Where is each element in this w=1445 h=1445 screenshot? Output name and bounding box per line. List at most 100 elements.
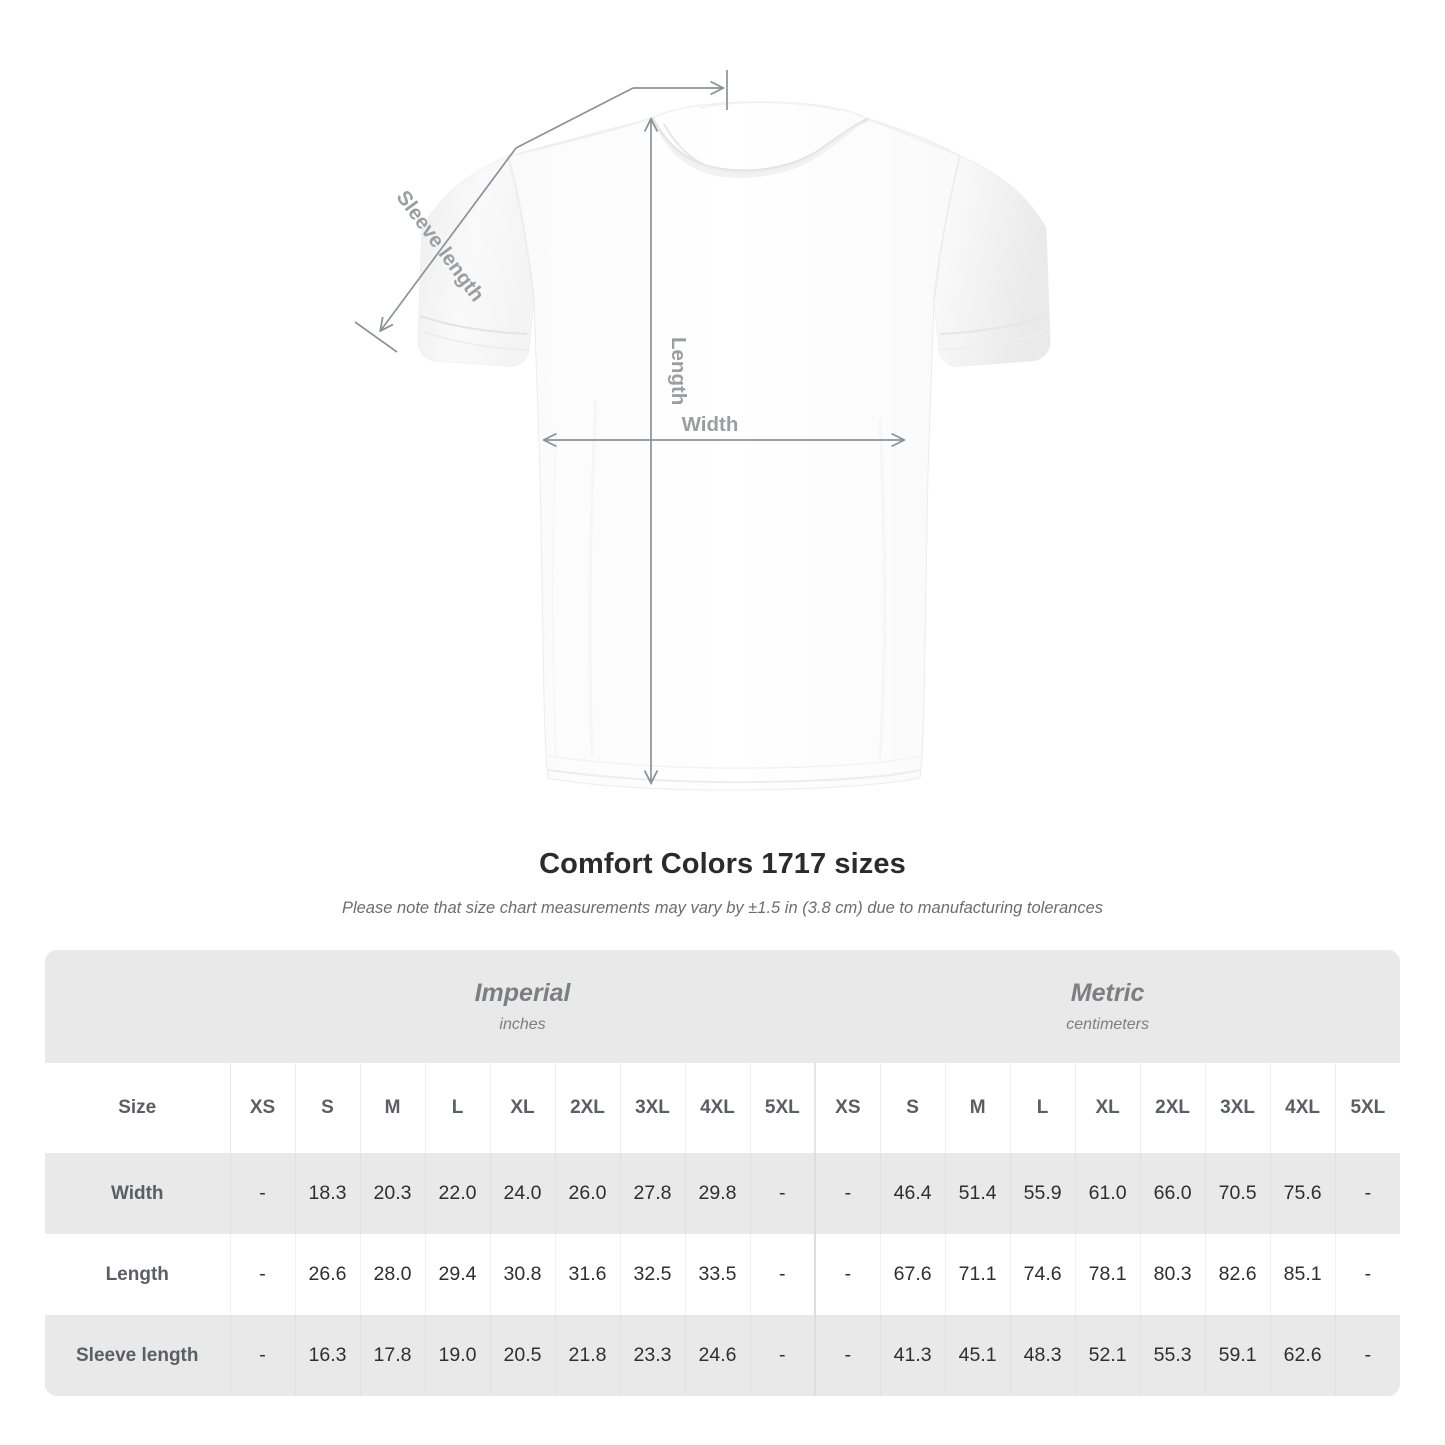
size-header-metric-3xl: 3XL <box>1205 1063 1271 1153</box>
cell-sleeve-length-imperial-m: 17.8 <box>360 1315 426 1396</box>
unit-sub-imperial: inches <box>499 1015 546 1033</box>
unit-header-imperial: Imperial inches <box>230 950 816 1063</box>
size-header-imperial-m: M <box>360 1063 426 1153</box>
unit-name-metric: Metric <box>1070 978 1145 1007</box>
cell-sleeve-length-imperial-4xl: 24.6 <box>685 1315 751 1396</box>
cell-sleeve-length-metric-5xl: - <box>1335 1315 1401 1396</box>
size-header-metric-xl: XL <box>1075 1063 1141 1153</box>
cell-sleeve-length-imperial-xs: - <box>230 1315 296 1396</box>
size-header-imperial-5xl: 5XL <box>750 1063 817 1153</box>
size-header-imperial-xs: XS <box>230 1063 296 1153</box>
table-row: Width -18.3 20.3 22.0 24.0 26.0 27.8 29.8- -46.4… <box>45 1153 1401 1234</box>
cell-width-imperial-m: 20.3 <box>360 1153 426 1234</box>
cell-length-metric-l: 74.6 <box>1010 1234 1076 1315</box>
chart-heading-block: Comfort Colors 1717 sizes Please note th… <box>0 845 1445 919</box>
cell-width-imperial-l: 22.0 <box>425 1153 491 1234</box>
cell-width-imperial-s: 18.3 <box>295 1153 361 1234</box>
size-header-imperial-3xl: 3XL <box>620 1063 686 1153</box>
cell-sleeve-length-metric-xl: 52.1 <box>1075 1315 1141 1396</box>
cell-width-imperial-4xl: 29.8 <box>685 1153 751 1234</box>
size-header-imperial-s: S <box>295 1063 361 1153</box>
cell-width-imperial-3xl: 27.8 <box>620 1153 686 1234</box>
cell-sleeve-length-metric-2xl: 55.3 <box>1140 1315 1206 1396</box>
cell-sleeve-length-imperial-xl: 20.5 <box>490 1315 556 1396</box>
cell-length-imperial-4xl: 33.5 <box>685 1234 751 1315</box>
cell-sleeve-length-metric-3xl: 59.1 <box>1205 1315 1271 1396</box>
cell-sleeve-length-metric-xs: - <box>815 1315 881 1396</box>
cell-width-metric-2xl: 66.0 <box>1140 1153 1206 1234</box>
cell-length-metric-xl: 78.1 <box>1075 1234 1141 1315</box>
tshirt-illustration: Sleeve length Length Width <box>354 70 1051 791</box>
cell-width-metric-xs: - <box>815 1153 881 1234</box>
cell-width-metric-s: 46.4 <box>880 1153 946 1234</box>
size-header-metric-5xl: 5XL <box>1335 1063 1401 1153</box>
cell-sleeve-length-imperial-2xl: 21.8 <box>555 1315 621 1396</box>
cell-width-metric-5xl: - <box>1335 1153 1401 1234</box>
sleeve-length-dimension <box>354 70 728 353</box>
page-title: Comfort Colors 1717 sizes <box>539 848 906 880</box>
size-header-metric-s: S <box>880 1063 946 1153</box>
size-header-metric-2xl: 2XL <box>1140 1063 1206 1153</box>
cell-length-imperial-l: 29.4 <box>425 1234 491 1315</box>
cell-width-metric-l: 55.9 <box>1010 1153 1076 1234</box>
size-header-row: Size XS S M L XL 2XL 3XL 4XL 5XL XS S M L XL 2XL 3XL 4XL 5… <box>45 1063 1401 1153</box>
cell-width-imperial-xs: - <box>230 1153 296 1234</box>
cell-length-metric-m: 71.1 <box>945 1234 1011 1315</box>
cell-length-imperial-5xl: - <box>750 1234 817 1315</box>
unit-header-row: Imperial inches Metric centimeters <box>45 950 1401 1063</box>
cell-width-metric-4xl: 75.6 <box>1270 1153 1336 1234</box>
cell-sleeve-length-metric-4xl: 62.6 <box>1270 1315 1336 1396</box>
unit-sub-metric: centimeters <box>1066 1015 1149 1033</box>
cell-length-imperial-s: 26.6 <box>295 1234 361 1315</box>
row-label-width: Width <box>45 1153 231 1234</box>
size-header-metric-xs: XS <box>815 1063 881 1153</box>
size-header-imperial-4xl: 4XL <box>685 1063 751 1153</box>
cell-width-imperial-xl: 24.0 <box>490 1153 556 1234</box>
width-label: Width <box>682 413 739 436</box>
row-label-length: Length <box>45 1234 231 1315</box>
cell-length-imperial-3xl: 32.5 <box>620 1234 686 1315</box>
size-header-imperial-2xl: 2XL <box>555 1063 621 1153</box>
cell-length-metric-3xl: 82.6 <box>1205 1234 1271 1315</box>
cell-length-metric-4xl: 85.1 <box>1270 1234 1336 1315</box>
cell-length-metric-xs: - <box>815 1234 881 1315</box>
unit-header-metric: Metric centimeters <box>815 950 1401 1063</box>
cell-sleeve-length-imperial-5xl: - <box>750 1315 817 1396</box>
table-row: Length -26.6 28.0 29.4 30.8 31.6 32.5 33.5- -67.… <box>45 1234 1401 1315</box>
cell-width-imperial-2xl: 26.0 <box>555 1153 621 1234</box>
cell-length-imperial-xs: - <box>230 1234 296 1315</box>
row-label-sleeve-length: Sleeve length <box>45 1315 231 1396</box>
cell-sleeve-length-imperial-l: 19.0 <box>425 1315 491 1396</box>
cell-sleeve-length-imperial-s: 16.3 <box>295 1315 361 1396</box>
cell-length-metric-s: 67.6 <box>880 1234 946 1315</box>
cell-sleeve-length-imperial-3xl: 23.3 <box>620 1315 686 1396</box>
cell-sleeve-length-metric-s: 41.3 <box>880 1315 946 1396</box>
unit-row-spacer <box>45 950 230 1063</box>
unit-name-imperial: Imperial <box>474 978 571 1007</box>
size-column-label: Size <box>45 1063 231 1153</box>
size-header-metric-4xl: 4XL <box>1270 1063 1336 1153</box>
size-chart-table: Imperial inches Metric centimeters Size XS S M L… <box>45 950 1401 1396</box>
size-header-metric-l: L <box>1010 1063 1076 1153</box>
size-header-imperial-xl: XL <box>490 1063 556 1153</box>
tshirt-shape <box>417 101 1051 791</box>
size-table-container: Imperial inches Metric centimeters Size XS S M L… <box>45 950 1401 1396</box>
table-row: Sleeve length -16.3 17.8 19.0 20.5 21.8 23.3 24… <box>45 1315 1401 1396</box>
size-chart-diagram: Sleeve length Length Width <box>354 70 1051 791</box>
cell-sleeve-length-metric-m: 45.1 <box>945 1315 1011 1396</box>
size-header-metric-m: M <box>945 1063 1011 1153</box>
size-header-imperial-l: L <box>425 1063 491 1153</box>
cell-length-metric-2xl: 80.3 <box>1140 1234 1206 1315</box>
cell-width-metric-3xl: 70.5 <box>1205 1153 1271 1234</box>
cell-length-imperial-m: 28.0 <box>360 1234 426 1315</box>
cell-length-metric-5xl: - <box>1335 1234 1401 1315</box>
cell-width-imperial-5xl: - <box>750 1153 817 1234</box>
measurement-annotations <box>354 70 903 782</box>
cell-length-imperial-xl: 30.8 <box>490 1234 556 1315</box>
tolerance-note: Please note that size chart measurements… <box>341 899 1104 917</box>
cell-width-metric-m: 51.4 <box>945 1153 1011 1234</box>
length-label: Length <box>667 337 690 405</box>
cell-sleeve-length-metric-l: 48.3 <box>1010 1315 1076 1396</box>
cell-length-imperial-2xl: 31.6 <box>555 1234 621 1315</box>
cell-width-metric-xl: 61.0 <box>1075 1153 1141 1234</box>
